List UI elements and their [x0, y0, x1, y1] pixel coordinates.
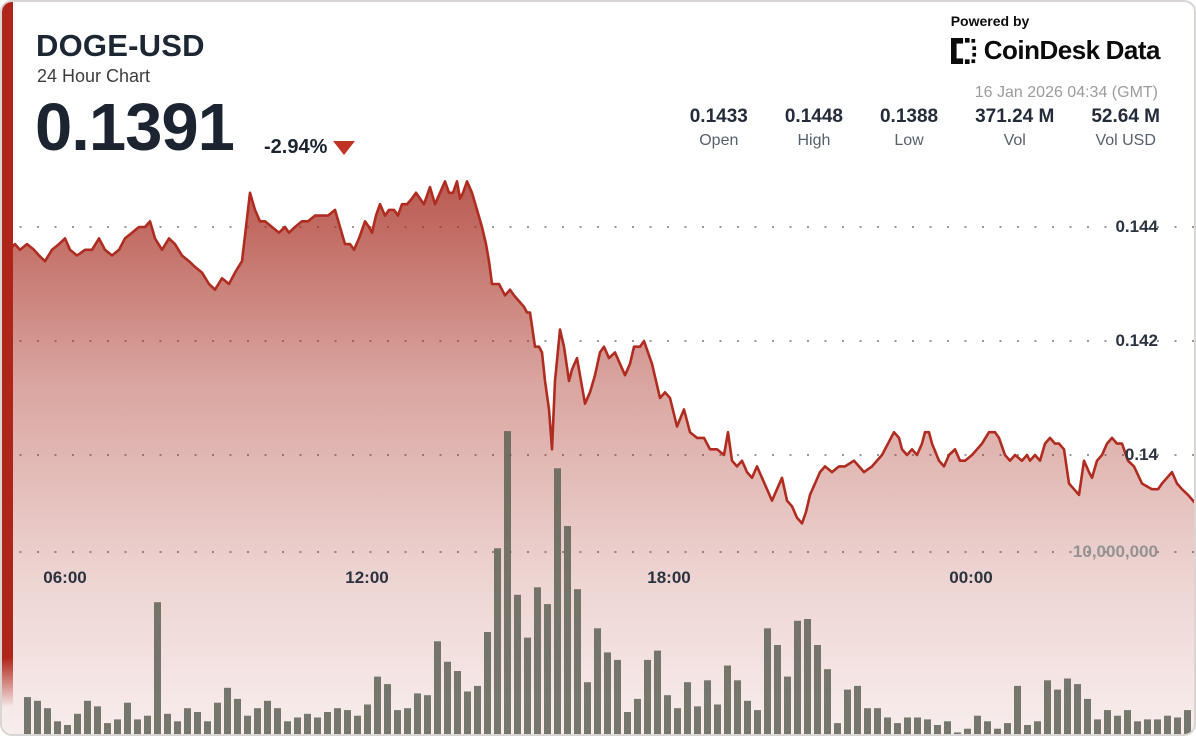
page-title: DOGE-USD: [36, 28, 205, 63]
brand-name-data: Data: [1105, 35, 1161, 65]
stat-vol-value: 371.24 M: [975, 106, 1055, 127]
x-tick-0600: 06:00: [43, 568, 87, 587]
stat-vol-usd-value: 52.64 M: [1091, 106, 1160, 127]
down-triangle-icon: [333, 141, 355, 155]
volume-tick-10m: 10,000,000: [1072, 542, 1158, 561]
x-tick-1800: 18:00: [647, 568, 691, 587]
x-tick-0000: 00:00: [949, 568, 993, 587]
stat-low: 0.1388 Low: [880, 106, 938, 150]
price-change-percent: -2.94%: [264, 136, 328, 158]
stat-open-label: Open: [699, 132, 739, 149]
price-tick-0144: 0.144: [1115, 217, 1158, 236]
coindesk-data-logo[interactable]: CoinDesk Data: [950, 35, 1161, 66]
stat-vol: 371.24 M Vol: [975, 106, 1054, 150]
stat-open-value: 0.1433: [689, 106, 748, 127]
stat-high: 0.1448 High: [785, 106, 843, 150]
stat-vol-usd-label: Vol USD: [1095, 132, 1156, 149]
stat-low-value: 0.1388: [879, 106, 939, 127]
price-tick-014: 0.14: [1124, 445, 1158, 464]
current-price: 0.1391: [35, 90, 235, 165]
price-tick-0142: 0.142: [1115, 331, 1158, 350]
chart-subtitle: 24 Hour Chart: [37, 66, 151, 86]
stat-open: 0.1433 Open: [690, 106, 748, 150]
powered-by-label: Powered by: [950, 13, 1030, 29]
stat-low-label: Low: [894, 132, 924, 149]
coindesk-logo-icon: [950, 37, 977, 64]
stat-high-value: 0.1448: [784, 106, 843, 127]
branding-block: Powered by CoinDesk Data: [950, 13, 1161, 66]
x-tick-1200: 12:00: [345, 568, 389, 587]
brand-name-coindesk: CoinDesk: [983, 35, 1100, 65]
stat-vol-usd: 52.64 M Vol USD: [1091, 106, 1160, 150]
stat-vol-label: Vol: [1003, 132, 1026, 149]
ohlc-stats-row: 0.1433 Open 0.1448 High 0.1388 Low 371.2…: [690, 106, 1160, 150]
stat-high-label: High: [797, 132, 831, 149]
chart-timestamp: 16 Jan 2026 04:34 (GMT): [974, 84, 1158, 101]
